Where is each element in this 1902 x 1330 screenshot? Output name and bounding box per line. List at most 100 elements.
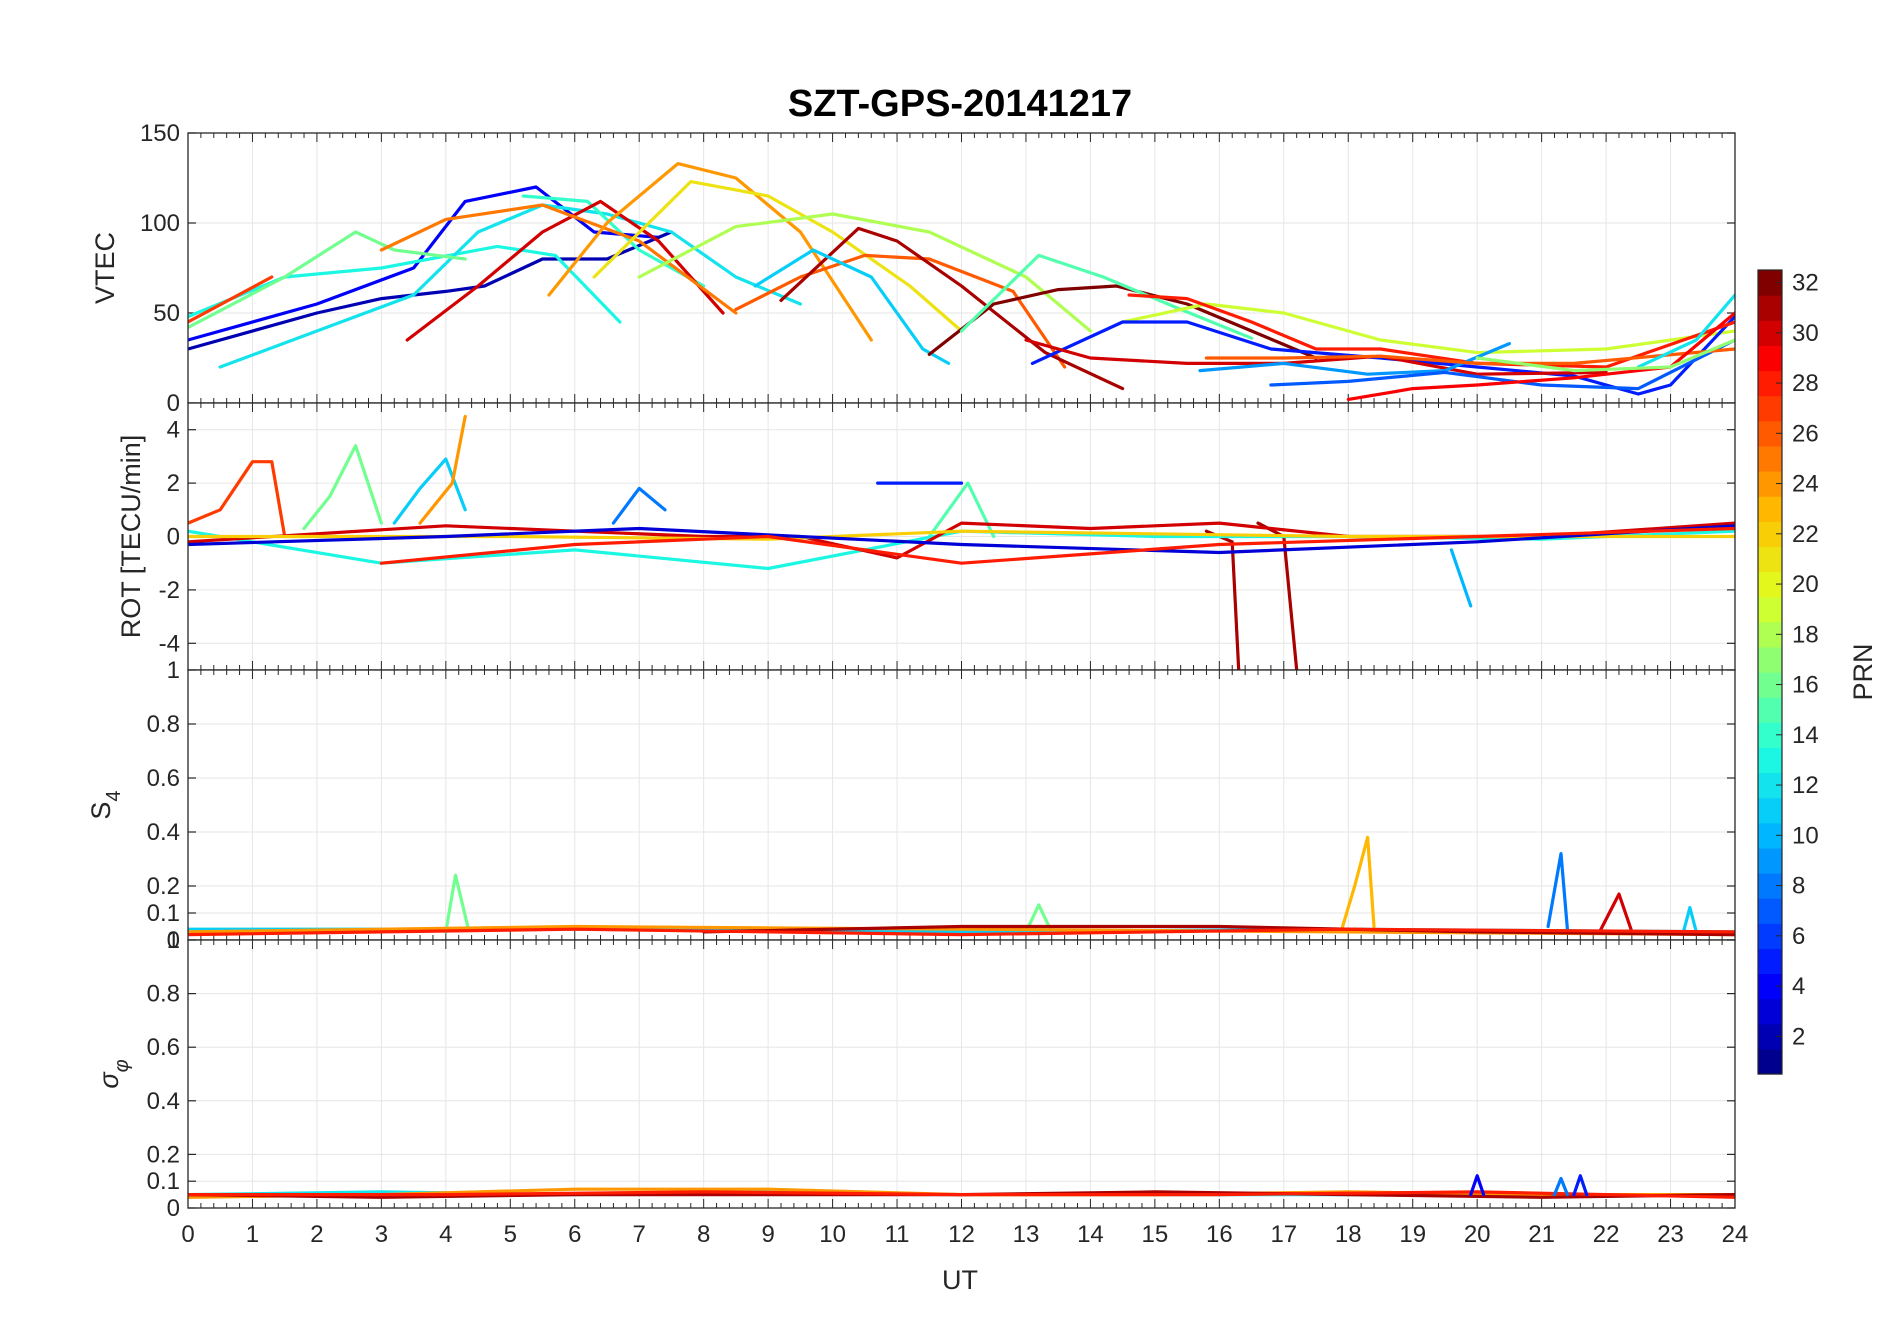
y-tick-label: 0 bbox=[167, 390, 180, 417]
colorbar-swatch bbox=[1758, 596, 1782, 623]
series-prn-31 bbox=[779, 226, 1125, 391]
series-prn-11 bbox=[1681, 906, 1698, 934]
series-prn-4 bbox=[1469, 1174, 1486, 1197]
series-prn-28 bbox=[379, 526, 1735, 565]
colorbar-tick-label: 4 bbox=[1792, 973, 1805, 1000]
y-tick-label: 0.4 bbox=[147, 819, 180, 846]
x-tick-label: 20 bbox=[1464, 1221, 1491, 1248]
x-tick-label: 10 bbox=[819, 1221, 846, 1248]
series-prn-8 bbox=[611, 486, 667, 525]
y-tick-label: 0.6 bbox=[147, 765, 180, 792]
y-tick-label: 0.2 bbox=[147, 873, 180, 900]
y-tick-label: 0.8 bbox=[147, 711, 180, 738]
x-tick-label: 9 bbox=[761, 1221, 774, 1248]
series-prn-5 bbox=[1030, 315, 1735, 396]
series-prn-4 bbox=[188, 185, 661, 342]
y-tick-label: 100 bbox=[140, 210, 180, 237]
series-prn-16 bbox=[188, 230, 467, 329]
x-tick-label: 15 bbox=[1142, 1221, 1169, 1248]
series-prn-17 bbox=[1475, 338, 1735, 373]
series-prn-15 bbox=[959, 253, 1254, 340]
y-tick-label: 1 bbox=[167, 657, 180, 684]
x-axis: 0 1 2 3 4 5 6 7 8 9 10 11 12 13 14 15 16 17 18 19 20 21 22 23 24 bbox=[181, 1221, 1748, 1248]
colorbar-swatch bbox=[1758, 646, 1782, 673]
colorbar-tick-label: 2 bbox=[1792, 1023, 1805, 1050]
panel-rot: -4 -2 0 2 4 ROT [TECU/min] bbox=[116, 402, 1736, 671]
panel-s4: 00.10.2 0.4 0.6 0.8 1 S4 bbox=[86, 657, 1736, 954]
y-tick-label: 1 bbox=[167, 927, 180, 954]
colorbar-tick-label: 20 bbox=[1792, 571, 1819, 598]
series-prn-8 bbox=[1552, 1176, 1569, 1197]
series-group-sigma bbox=[188, 1174, 1735, 1199]
series-prn-12 bbox=[1636, 293, 1735, 369]
x-tick-label: 0 bbox=[181, 1221, 194, 1248]
series-prn-15 bbox=[927, 481, 996, 539]
series-prn-14 bbox=[521, 194, 706, 288]
colorbar-tick-label: 12 bbox=[1792, 772, 1819, 799]
colorbar-swatch bbox=[1758, 546, 1782, 573]
series-prn-5 bbox=[1572, 1174, 1589, 1197]
y-tick-label: 0.1 bbox=[147, 1168, 180, 1195]
series-prn-27 bbox=[188, 460, 287, 539]
colorbar-swatch bbox=[1758, 1048, 1782, 1075]
colorbar-label: PRN bbox=[1848, 643, 1878, 700]
x-tick-label: 1 bbox=[246, 1221, 259, 1248]
series-prn-11 bbox=[392, 457, 467, 525]
x-tick-label: 24 bbox=[1722, 1221, 1749, 1248]
x-tick-label: 7 bbox=[633, 1221, 646, 1248]
x-tick-label: 11 bbox=[885, 1221, 910, 1248]
colorbar-tick-label: 10 bbox=[1792, 822, 1819, 849]
colorbar-swatch bbox=[1758, 295, 1782, 321]
y-tick-label: -4 bbox=[159, 630, 180, 657]
colorbar-tick-label: 30 bbox=[1792, 320, 1819, 347]
x-tick-label: 18 bbox=[1335, 1221, 1362, 1248]
colorbar-swatch bbox=[1758, 345, 1782, 372]
y-tick-label: 150 bbox=[140, 120, 180, 147]
colorbar-swatch bbox=[1758, 998, 1782, 1025]
series-prn-8 bbox=[1546, 852, 1569, 931]
series-prn-25 bbox=[379, 203, 738, 315]
colorbar-swatch bbox=[1758, 395, 1782, 422]
y-tick-label: 50 bbox=[153, 300, 180, 327]
colorbar-tick-label: 6 bbox=[1792, 923, 1805, 950]
series-group-vtec bbox=[188, 162, 1735, 401]
y-tick-label: 0.1 bbox=[147, 900, 180, 927]
colorbar-swatch bbox=[1758, 697, 1782, 723]
series-prn-28 bbox=[188, 927, 1735, 937]
colorbar-swatch bbox=[1758, 797, 1782, 824]
x-tick-label: 21 bbox=[1528, 1221, 1555, 1248]
colorbar-tick-label: 14 bbox=[1792, 722, 1819, 749]
series-prn-30 bbox=[1598, 892, 1634, 934]
colorbar-frame bbox=[1757, 269, 1783, 1075]
x-tick-label: 12 bbox=[948, 1221, 975, 1248]
chart-title: SZT-GPS-20141217 bbox=[788, 83, 1132, 125]
series-group-s4 bbox=[188, 835, 1735, 937]
y-tick-label: 0 bbox=[167, 1195, 180, 1222]
x-tick-label: 4 bbox=[439, 1221, 452, 1248]
series-prn-24 bbox=[418, 414, 467, 525]
series-prn-28 bbox=[188, 1190, 1735, 1199]
series-prn-7 bbox=[1269, 338, 1735, 391]
series-prn-2 bbox=[188, 230, 673, 351]
series-group-rot bbox=[188, 414, 1735, 670]
x-tick-label: 23 bbox=[1657, 1221, 1684, 1248]
x-tick-label: 14 bbox=[1077, 1221, 1104, 1248]
series-prn-21 bbox=[592, 180, 964, 333]
x-tick-label: 6 bbox=[568, 1221, 581, 1248]
y-axis-label-sigma: σφ bbox=[94, 1059, 133, 1088]
colorbar-swatch bbox=[1758, 747, 1782, 774]
x-tick-label: 13 bbox=[1013, 1221, 1040, 1248]
colorbar-swatch bbox=[1758, 847, 1782, 874]
colorbar-tick-label: 16 bbox=[1792, 672, 1819, 699]
y-tick-label: 0 bbox=[167, 927, 180, 954]
x-tick-label: 16 bbox=[1206, 1221, 1233, 1248]
series-prn-26 bbox=[1204, 347, 1735, 365]
series-prn-16 bbox=[444, 873, 470, 934]
colorbar-tick-label: 18 bbox=[1792, 621, 1819, 648]
colorbar-tick-label: 26 bbox=[1792, 420, 1819, 447]
y-tick-label: 0.6 bbox=[147, 1034, 180, 1061]
y-tick-label: 0.8 bbox=[147, 981, 180, 1008]
colorbar-tick-label: 24 bbox=[1792, 471, 1819, 498]
